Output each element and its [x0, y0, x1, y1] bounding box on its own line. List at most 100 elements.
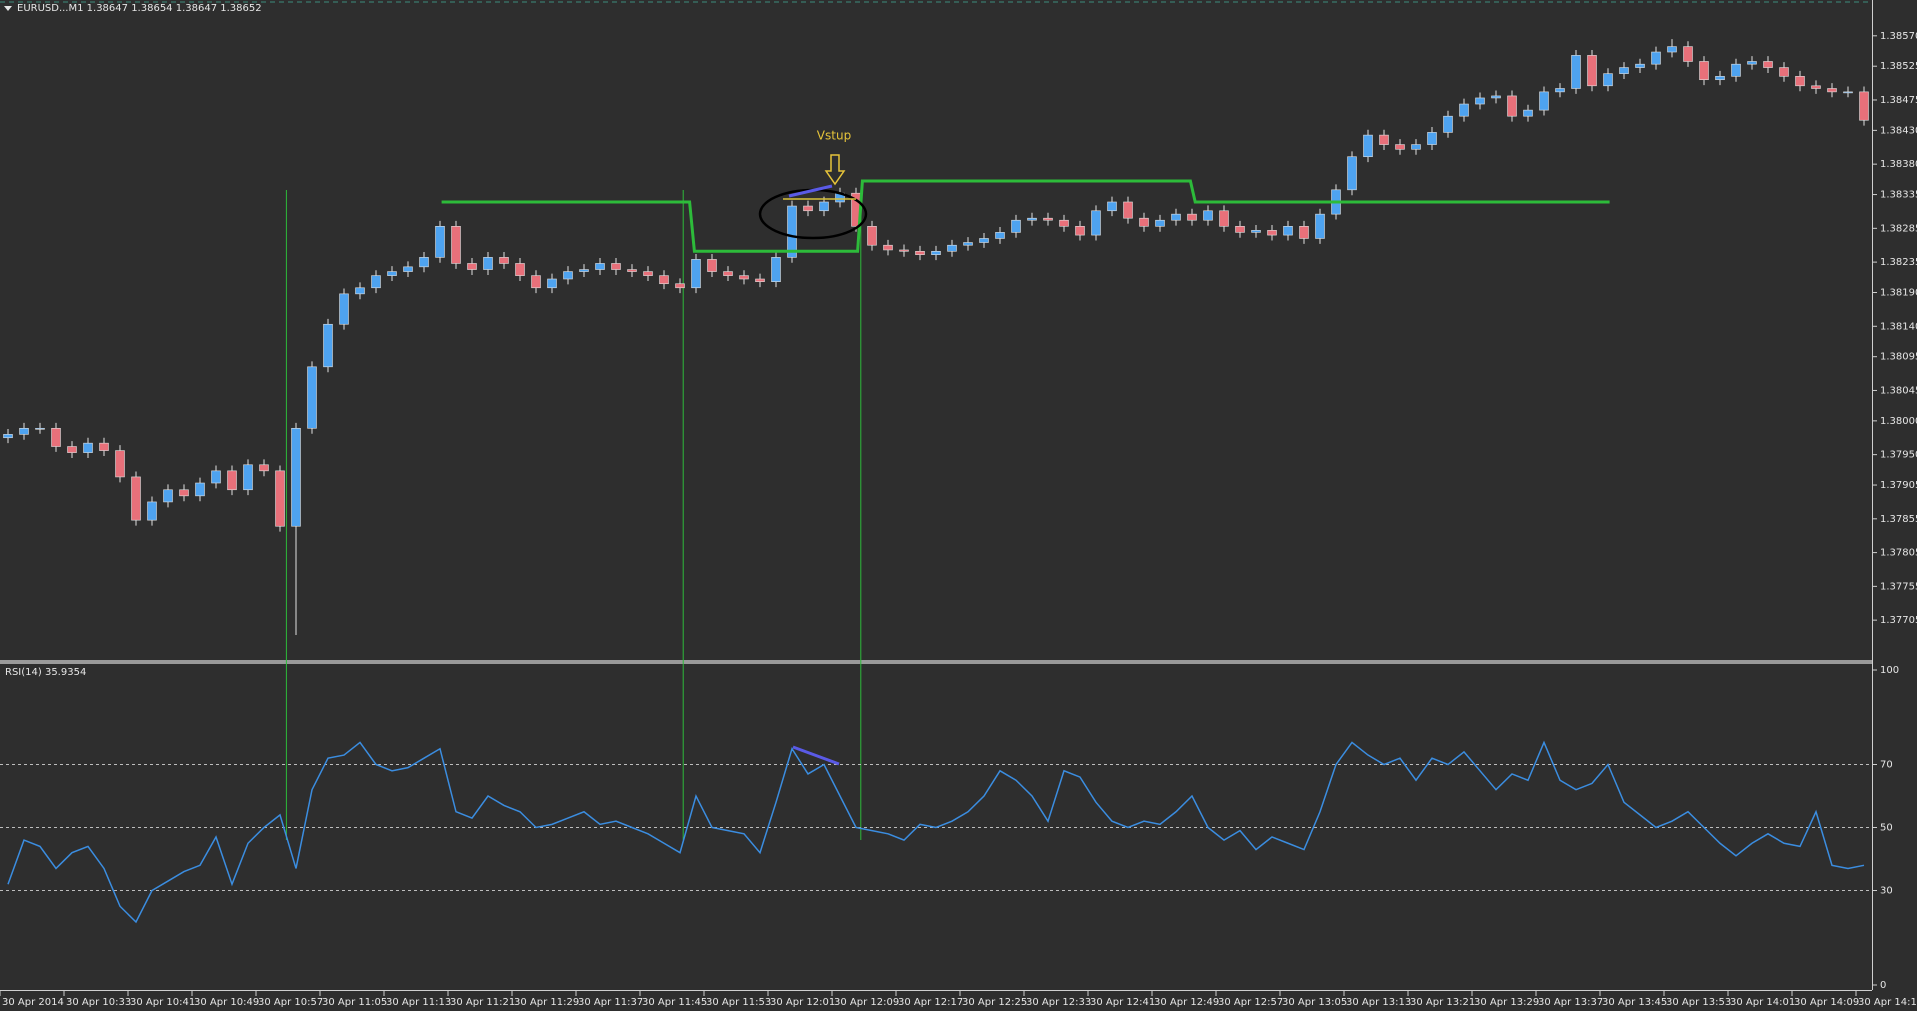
level-line: [441, 179, 1610, 253]
candle-body: [1011, 219, 1021, 233]
price-title: EURUSD...M1 1.38647 1.38654 1.38647 1.38…: [17, 3, 262, 14]
candle-body: [419, 257, 429, 268]
candle-body: [355, 287, 365, 295]
y-tick-label: 70: [1880, 760, 1893, 771]
x-tick-label: 30 Apr 13:37: [1538, 997, 1603, 1008]
candle-body: [387, 271, 397, 276]
candle-body: [1235, 226, 1245, 233]
candle-body: [1075, 226, 1085, 236]
candle-body: [195, 482, 205, 497]
candle-body: [1475, 97, 1485, 105]
y-tick-label: 50: [1880, 823, 1893, 834]
candle-body: [99, 442, 109, 451]
x-tick-label: 30 Apr 11:29: [514, 997, 579, 1008]
y-tick-label: 1.38525: [1880, 61, 1917, 72]
x-tick-label: 30 Apr 12:33: [1026, 997, 1091, 1008]
candle-body: [1539, 91, 1549, 111]
candle-body: [131, 476, 141, 521]
x-tick-label: 30 Apr 12:49: [1154, 997, 1219, 1008]
candle-body: [1523, 109, 1533, 117]
rsi-divergence: [792, 745, 840, 766]
candle-body: [1747, 61, 1757, 65]
x-tick-label: 30 Apr 2014: [2, 997, 64, 1008]
candle-body: [1219, 210, 1229, 227]
y-tick-label: 1.38000: [1880, 416, 1917, 427]
candle-body: [1363, 134, 1373, 158]
candle-body: [1267, 230, 1277, 236]
candle-body: [1395, 144, 1405, 150]
candle-body: [931, 250, 941, 255]
y-tick-label: 30: [1880, 886, 1893, 897]
candle-body: [1443, 115, 1453, 133]
candle-body: [963, 242, 973, 246]
x-tick-label: 30 Apr 12:01: [770, 997, 835, 1008]
candle-body: [211, 470, 221, 484]
candle-body: [1091, 210, 1101, 236]
candle-body: [67, 446, 77, 453]
x-tick-label: 30 Apr 11:37: [578, 997, 643, 1008]
candle-body: [1667, 46, 1677, 53]
candle-body: [1491, 95, 1501, 99]
y-tick-label: 1.38430: [1880, 125, 1917, 136]
candle-body: [1843, 91, 1853, 94]
x-tick-label: 30 Apr 14:09: [1794, 997, 1859, 1008]
candle-body: [19, 427, 29, 435]
x-tick-label: 30 Apr 12:41: [1090, 997, 1155, 1008]
x-tick-label: 30 Apr 10:41: [130, 997, 195, 1008]
candle-body: [883, 244, 893, 251]
candle-body: [643, 271, 653, 276]
x-tick-label: 30 Apr 12:17: [898, 997, 963, 1008]
candle-body: [787, 205, 797, 258]
candle-body: [1779, 67, 1789, 77]
candle-body: [675, 283, 685, 289]
candle-body: [1683, 46, 1693, 62]
candle-body: [1155, 219, 1165, 227]
candle-body: [1379, 134, 1389, 145]
candle-body: [739, 275, 749, 280]
candle-body: [1715, 76, 1725, 81]
candle-body: [467, 263, 477, 270]
candle-body: [1203, 210, 1213, 221]
menu-arrow[interactable]: [4, 6, 12, 11]
price-divergence: [788, 184, 833, 198]
candle-body: [115, 450, 125, 478]
y-tick-label: 0: [1880, 980, 1886, 991]
y-tick-label: 1.37755: [1880, 581, 1917, 592]
rsi-line: [7, 740, 1865, 924]
candle-body: [1027, 217, 1037, 221]
candle-body: [227, 470, 237, 491]
candle-body: [1619, 67, 1629, 74]
candle-body: [995, 232, 1005, 239]
entry-arrow: [824, 154, 846, 186]
candle-body: [35, 427, 45, 430]
candle-body: [1347, 156, 1357, 191]
candle-body: [659, 275, 669, 285]
x-tick-label: 30 Apr 11:45: [642, 997, 707, 1008]
panel-separator: [0, 660, 1872, 664]
candle-body: [691, 259, 701, 289]
candle-body: [707, 259, 717, 272]
x-tick-label: 30 Apr 12:57: [1218, 997, 1283, 1008]
rsi-title: RSI(14) 35.9354: [5, 667, 86, 678]
candle-body: [1171, 213, 1181, 221]
candle-body: [1555, 88, 1565, 93]
candle-body: [1699, 61, 1709, 81]
y-tick-label: 1.38235: [1880, 257, 1917, 268]
candle-body: [595, 263, 605, 270]
candle-body: [275, 470, 285, 527]
candle-body: [627, 269, 637, 272]
y-tick-label: 100: [1880, 665, 1899, 676]
candle-body: [1459, 103, 1469, 117]
y-tick-label: 1.37705: [1880, 615, 1917, 626]
x-tick-label: 30 Apr 12:09: [834, 997, 899, 1008]
candle-body: [755, 278, 765, 282]
candle-body: [83, 442, 93, 453]
candle-body: [1283, 226, 1293, 236]
candle-body: [243, 464, 253, 491]
y-tick-label: 1.37855: [1880, 514, 1917, 525]
candle-body: [1571, 55, 1581, 89]
candle-body: [1811, 85, 1821, 89]
candle-body: [915, 250, 925, 255]
x-tick-label: 30 Apr 11:53: [706, 997, 771, 1008]
x-tick-label: 30 Apr 13:05: [1282, 997, 1347, 1008]
